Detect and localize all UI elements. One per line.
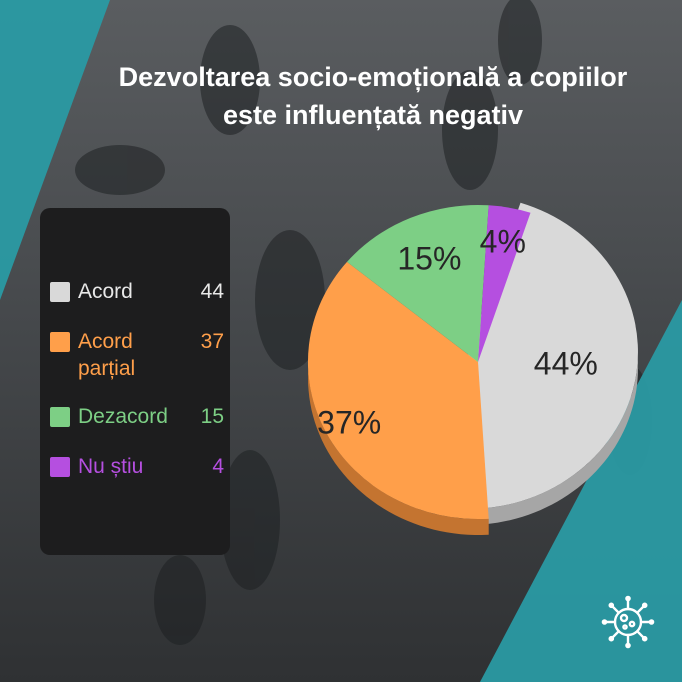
- chart-title: Dezvoltarea socio-emoțională a copiilor …: [118, 62, 628, 130]
- legend-label: Dezacord: [78, 405, 168, 428]
- virus-icon: [601, 595, 655, 649]
- legend-swatch: [50, 457, 70, 477]
- pie-slice-label: 44%: [534, 345, 598, 381]
- legend-value: 44: [200, 280, 224, 303]
- legend-value: 37: [200, 330, 224, 353]
- pie-slice-side: [478, 352, 638, 525]
- pie-slice: [478, 205, 531, 362]
- legend-label: Nu știu: [78, 455, 144, 478]
- legend-value: 4: [212, 455, 224, 478]
- pie-slice-label: 37%: [317, 405, 381, 441]
- pie-slice-label: 4%: [480, 224, 526, 260]
- legend-label: Acord parțial: [78, 330, 136, 380]
- legend-swatch: [50, 282, 70, 302]
- teal-corner-top: [0, 0, 110, 300]
- pie-slice-label: 15%: [397, 240, 461, 276]
- legend-panel: Acord 44 Acord parțial 37 Dezacord 15 Nu știu 4: [40, 208, 230, 555]
- legend-value: 15: [200, 405, 224, 428]
- legend-swatch: [50, 407, 70, 427]
- pie-slice: [307, 261, 489, 520]
- pie-slice: [468, 202, 638, 509]
- legend-label: Acord: [78, 280, 133, 303]
- pie-slice: [347, 204, 489, 362]
- legend-swatch: [50, 332, 70, 352]
